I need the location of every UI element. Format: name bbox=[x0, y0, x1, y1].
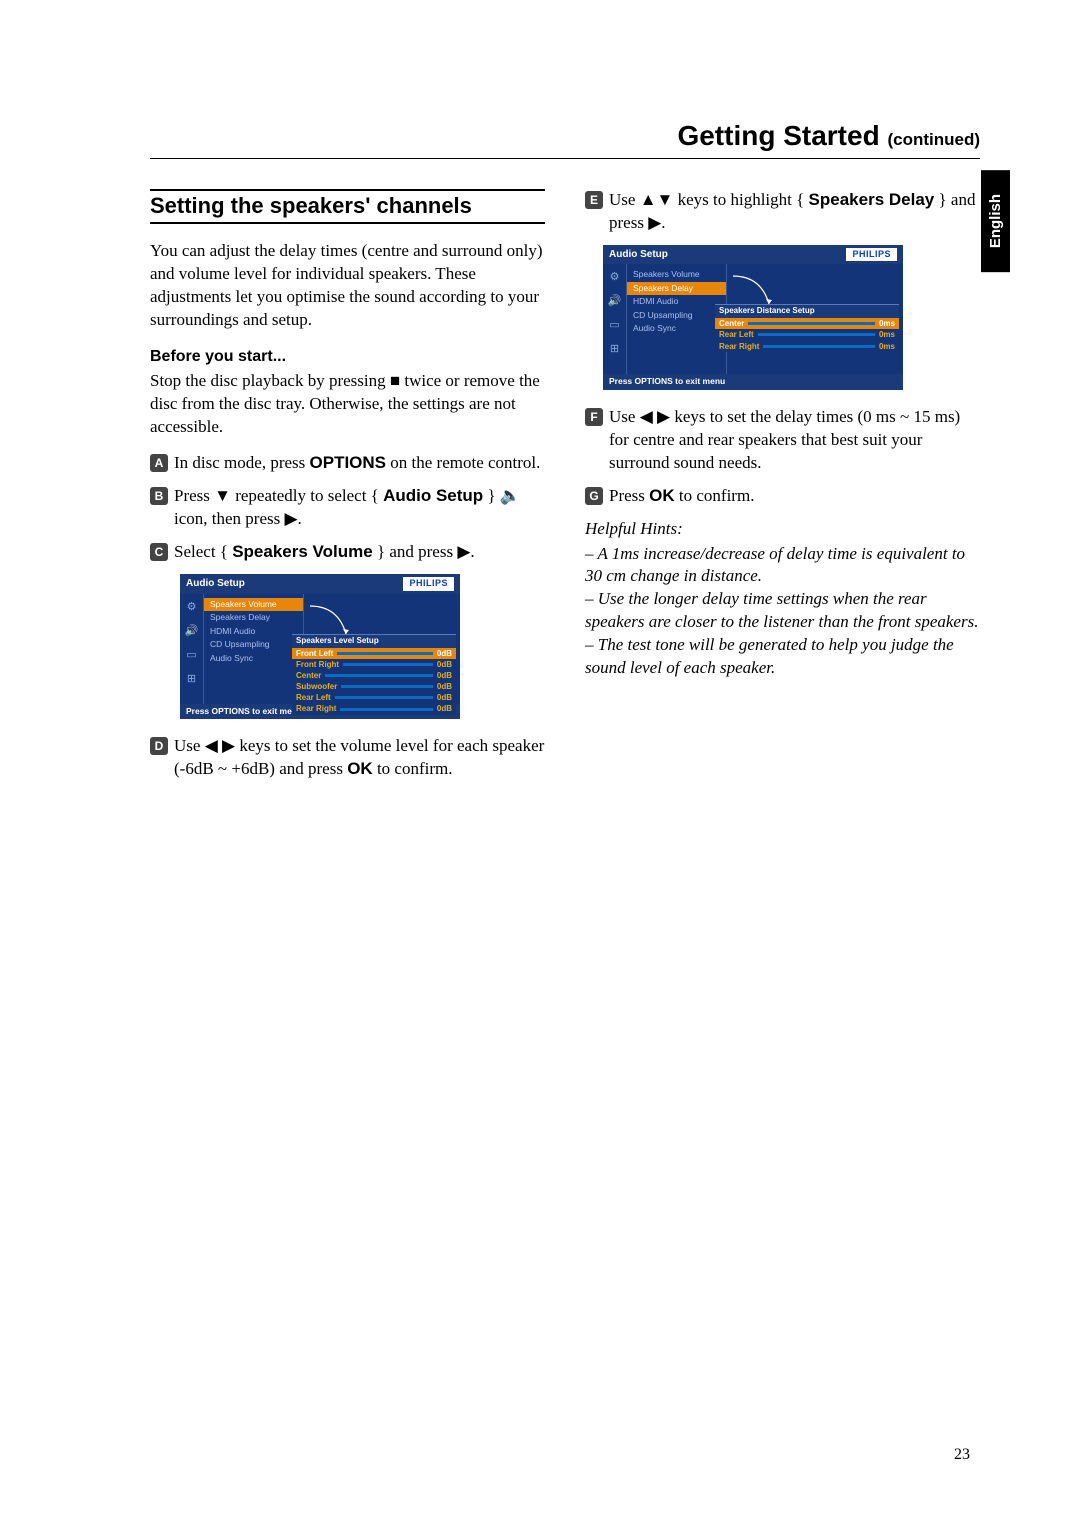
step-text: Press ▼ repeatedly to select { Audio Set… bbox=[174, 485, 545, 531]
step-text: Select { Speakers Volume } and press ▶. bbox=[174, 541, 545, 564]
menu-header: Audio Setup PHILIPS bbox=[180, 574, 460, 594]
step-2: B Press ▼ repeatedly to select { Audio S… bbox=[150, 485, 545, 531]
menu-item: HDMI Audio bbox=[204, 625, 303, 638]
step-3: C Select { Speakers Volume } and press ▶… bbox=[150, 541, 545, 564]
right-column: E Use ▲▼ keys to highlight { Speakers De… bbox=[585, 189, 980, 791]
step-6: F Use ◀ ▶ keys to set the delay times (0… bbox=[585, 406, 980, 475]
step-7: G Press OK to confirm. bbox=[585, 485, 980, 508]
submenu-title: Speakers Level Setup bbox=[292, 635, 456, 648]
submenu-row: Front Left0dB bbox=[292, 648, 456, 659]
step-number-icon: A bbox=[150, 454, 168, 472]
step-text: Press OK to confirm. bbox=[609, 485, 980, 508]
submenu-row: Rear Right0ms bbox=[715, 341, 899, 352]
left-column: Setting the speakers' channels You can a… bbox=[150, 189, 545, 791]
intro-para: You can adjust the delay times (centre a… bbox=[150, 240, 545, 332]
menu-item: Speakers Delay bbox=[204, 611, 303, 624]
step-1: A In disc mode, press OPTIONS on the rem… bbox=[150, 452, 545, 475]
step-number-icon: D bbox=[150, 737, 168, 755]
step-text: In disc mode, press OPTIONS on the remot… bbox=[174, 452, 545, 475]
grid-icon: ⊞ bbox=[608, 342, 622, 356]
menu-footer: Press OPTIONS to exit menu bbox=[603, 374, 903, 389]
menu-title: Audio Setup bbox=[186, 577, 245, 591]
submenu-row: Rear Right0dB bbox=[292, 703, 456, 714]
settings-icon: ⚙ bbox=[185, 600, 199, 614]
submenu-row: Front Right0dB bbox=[292, 659, 456, 670]
menu-header: Audio Setup PHILIPS bbox=[603, 245, 903, 265]
submenu-row: Rear Left0dB bbox=[292, 692, 456, 703]
step-number-icon: B bbox=[150, 487, 168, 505]
step-number-icon: G bbox=[585, 487, 603, 505]
header-continued: (continued) bbox=[887, 130, 980, 149]
step-4: D Use ◀ ▶ keys to set the volume level f… bbox=[150, 735, 545, 781]
menu-item: Speakers Volume bbox=[627, 268, 726, 281]
menu-list: Speakers Volume Speakers Delay HDMI Audi… bbox=[627, 264, 727, 374]
step-text: Use ◀ ▶ keys to set the volume level for… bbox=[174, 735, 545, 781]
menu-item: CD Upsampling bbox=[204, 638, 303, 651]
menu-body: ⚙ 🔊 ▭ ⊞ Speakers Volume Speakers Delay H… bbox=[180, 594, 460, 704]
submenu-row: Center0ms bbox=[715, 318, 899, 329]
audio-icon: 🔊 bbox=[608, 294, 622, 308]
menu-icon-column: ⚙ 🔊 ▭ ⊞ bbox=[180, 594, 204, 704]
step-5: E Use ▲▼ keys to highlight { Speakers De… bbox=[585, 189, 980, 235]
before-text: Stop the disc playback by pressing ■ twi… bbox=[150, 370, 545, 439]
menu-item: Speakers Delay bbox=[627, 282, 726, 295]
settings-icon: ⚙ bbox=[608, 270, 622, 284]
submenu-title: Speakers Distance Setup bbox=[715, 305, 899, 318]
menu-item: HDMI Audio bbox=[627, 295, 726, 308]
menu-screenshot-delay: Audio Setup PHILIPS ⚙ 🔊 ▭ ⊞ Speakers Vol… bbox=[603, 245, 903, 390]
section-title: Setting the speakers' channels bbox=[150, 189, 545, 224]
menu-item: CD Upsampling bbox=[627, 309, 726, 322]
menu-icon-column: ⚙ 🔊 ▭ ⊞ bbox=[603, 264, 627, 374]
submenu-row: Rear Left0ms bbox=[715, 329, 899, 340]
menu-right-pane: Speakers Level Setup Front Left0dB Front… bbox=[304, 594, 460, 704]
menu-item: Audio Sync bbox=[204, 652, 303, 665]
step-number-icon: E bbox=[585, 191, 603, 209]
speaker-icon: 🔈 bbox=[500, 486, 521, 505]
grid-icon: ⊞ bbox=[185, 672, 199, 686]
menu-screenshot-volume: Audio Setup PHILIPS ⚙ 🔊 ▭ ⊞ Speakers Vol… bbox=[180, 574, 460, 719]
menu-list: Speakers Volume Speakers Delay HDMI Audi… bbox=[204, 594, 304, 704]
audio-icon: 🔊 bbox=[185, 624, 199, 638]
hint: – The test tone will be generated to hel… bbox=[585, 634, 980, 680]
step-number-icon: C bbox=[150, 543, 168, 561]
submenu-level: Speakers Level Setup Front Left0dB Front… bbox=[292, 634, 456, 715]
content-columns: Setting the speakers' channels You can a… bbox=[150, 189, 980, 791]
menu-right-pane: Speakers Distance Setup Center0ms Rear L… bbox=[727, 264, 903, 374]
before-heading: Before you start... bbox=[150, 346, 545, 368]
hint: – A 1ms increase/decrease of delay time … bbox=[585, 543, 980, 589]
video-icon: ▭ bbox=[608, 318, 622, 332]
menu-title: Audio Setup bbox=[609, 248, 668, 262]
menu-body: ⚙ 🔊 ▭ ⊞ Speakers Volume Speakers Delay H… bbox=[603, 264, 903, 374]
header-title: Getting Started bbox=[677, 120, 879, 151]
menu-item: Audio Sync bbox=[627, 322, 726, 335]
page-header: Getting Started (continued) bbox=[150, 120, 980, 159]
submenu-row: Subwoofer0dB bbox=[292, 681, 456, 692]
page-number: 23 bbox=[954, 1446, 970, 1464]
video-icon: ▭ bbox=[185, 648, 199, 662]
step-text: Use ▲▼ keys to highlight { Speakers Dela… bbox=[609, 189, 980, 235]
brand-logo: PHILIPS bbox=[403, 577, 454, 591]
hint: – Use the longer delay time settings whe… bbox=[585, 588, 980, 634]
manual-page: Getting Started (continued) English Sett… bbox=[0, 0, 1080, 851]
submenu-row: Center0dB bbox=[292, 670, 456, 681]
submenu-distance: Speakers Distance Setup Center0ms Rear L… bbox=[715, 304, 899, 351]
step-number-icon: F bbox=[585, 408, 603, 426]
hints-title: Helpful Hints: bbox=[585, 518, 980, 541]
language-tab: English bbox=[981, 170, 1010, 272]
brand-logo: PHILIPS bbox=[846, 248, 897, 262]
menu-item: Speakers Volume bbox=[204, 598, 303, 611]
step-text: Use ◀ ▶ keys to set the delay times (0 m… bbox=[609, 406, 980, 475]
